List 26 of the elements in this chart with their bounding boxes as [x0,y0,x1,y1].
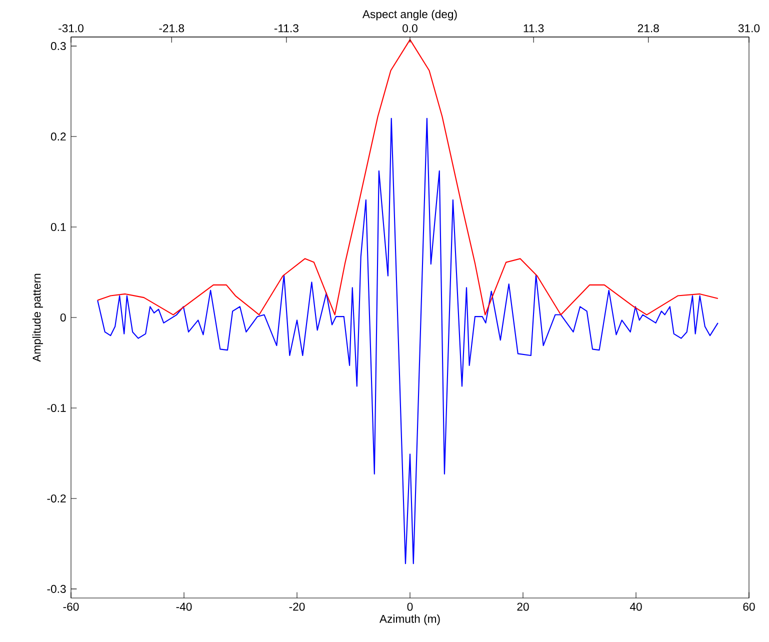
y-tick-label: 0 [60,313,66,322]
x2-axis-title: Aspect angle (deg) [362,10,457,20]
x-tick-label: 20 [517,602,529,611]
y-tick-label: 0.3 [50,42,66,50]
line-series [97,118,718,564]
x2-tick-label: 31.0 [738,24,760,32]
x-tick-label: 40 [630,602,642,611]
x2-tick-label: 11.3 [524,24,544,32]
x-tick-label: -60 [63,602,79,611]
y-tick-label: -0.2 [47,494,66,502]
x-tick-label: 60 [743,602,755,611]
x2-tick-label: -21.8 [159,24,184,32]
x-tick-label: 0 [407,602,413,611]
line-series [97,39,718,316]
x2-tick-label: -11.3 [274,24,298,32]
x-tick-label: -40 [176,602,192,611]
x2-tick-label: 0.0 [402,24,418,32]
y-tick-label: 0.1 [50,223,66,232]
y-axis-title: Amplitude pattern [32,274,43,362]
y-tick-label: -0.1 [47,404,66,412]
y-tick-label: -0.3 [47,584,66,593]
x2-tick-label: -31.0 [58,24,84,32]
x2-tick-label: 21.8 [638,24,659,32]
y-tick-label: 0.2 [50,132,66,141]
x-axis-title: Azimuth (m) [379,614,440,626]
x-tick-label: -20 [289,602,305,611]
